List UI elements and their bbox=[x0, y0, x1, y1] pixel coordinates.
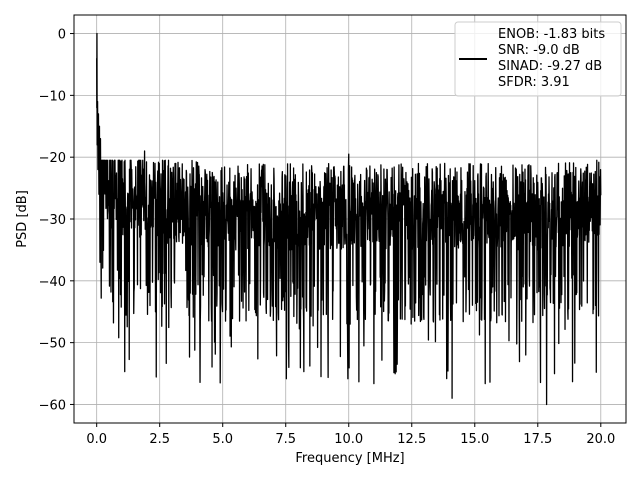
legend: ENOB: -1.83 bits SNR: -9.0 dB SINAD: -9.… bbox=[454, 21, 622, 97]
x-tick-label: 7.5 bbox=[275, 432, 296, 447]
legend-box bbox=[454, 21, 622, 97]
plot-area bbox=[96, 32, 602, 406]
x-tick-label: 2.5 bbox=[149, 432, 170, 447]
x-tick-label: 20.0 bbox=[586, 432, 615, 447]
legend-snr-text: SNR: -9.0 dB bbox=[498, 43, 580, 58]
y-tick-label: 0 bbox=[58, 28, 66, 43]
y-tick-label: −60 bbox=[39, 398, 66, 413]
x-tick-label: 5.0 bbox=[212, 432, 233, 447]
x-axis-ticks: 0.0 2.5 5.0 7.5 10.0 12.5 15.0 17.5 20.0 bbox=[86, 423, 615, 447]
y-axis-ticks: 0 −10 −20 −30 −40 −50 −60 bbox=[39, 28, 74, 413]
x-tick-label: 0.0 bbox=[86, 432, 107, 447]
legend-enob-text: ENOB: -1.83 bits bbox=[498, 27, 605, 42]
x-tick-label: 15.0 bbox=[460, 432, 489, 447]
x-tick-label: 12.5 bbox=[397, 432, 426, 447]
psd-series-line bbox=[96, 32, 602, 406]
x-tick-label: 10.0 bbox=[334, 432, 363, 447]
y-axis-label: PSD [dB] bbox=[15, 190, 30, 248]
y-tick-label: −50 bbox=[39, 337, 66, 352]
y-tick-label: −30 bbox=[39, 213, 66, 228]
legend-sfdr-text: SFDR: 3.91 bbox=[498, 75, 570, 90]
legend-sinad-text: SINAD: -9.27 dB bbox=[498, 59, 602, 74]
x-tick-label: 17.5 bbox=[523, 432, 552, 447]
x-axis-label: Frequency [MHz] bbox=[295, 451, 404, 466]
y-tick-label: −10 bbox=[39, 89, 66, 104]
y-tick-label: −40 bbox=[39, 275, 66, 290]
y-tick-label: −20 bbox=[39, 151, 66, 166]
